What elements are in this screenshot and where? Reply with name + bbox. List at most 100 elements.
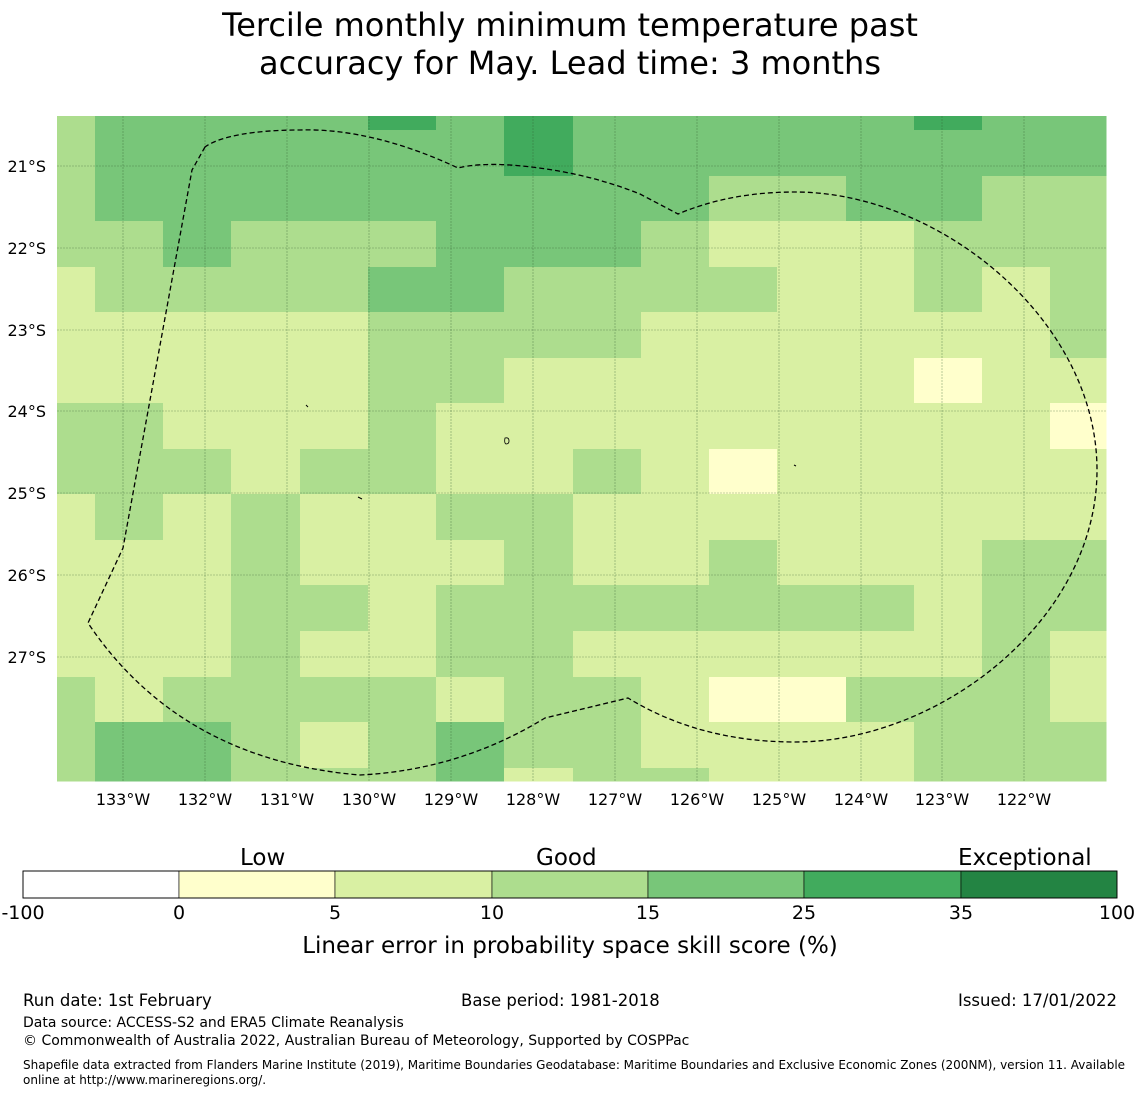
heatmap-cell <box>300 176 369 222</box>
heatmap-cell <box>231 768 301 782</box>
colorbar-tick: 100 <box>1098 902 1136 924</box>
heatmap-cell <box>95 768 164 782</box>
longitude-labels: 133°W 132°W 131°W 130°W 129°W 128°W 127°W 126°W… <box>96 790 1052 809</box>
heatmap-cell <box>300 722 369 769</box>
heatmap-cell <box>504 768 574 782</box>
heatmap-cell <box>777 130 847 177</box>
heatmap-cell <box>914 631 983 678</box>
heatmap-cell <box>573 403 642 450</box>
title-line-1: Tercile monthly minimum temperature past <box>222 6 918 44</box>
latitude-label: 23°S <box>7 321 46 340</box>
heatmap-cell <box>709 130 778 177</box>
island-mark <box>504 437 510 445</box>
heatmap-cell <box>95 585 164 632</box>
heatmap-cell <box>163 116 232 131</box>
heatmap-cell <box>1050 312 1107 359</box>
latitude-labels: 21°S 22°S 23°S 24°S 25°S 26°S 27°S <box>7 157 46 667</box>
heatmap-cell <box>504 631 574 678</box>
heatmap-cell <box>641 631 710 678</box>
longitude-label: 131°W <box>260 790 315 809</box>
map-title: Tercile monthly minimum temperature past… <box>0 6 1140 82</box>
heatmap-cell <box>504 449 574 495</box>
heatmap-cell <box>504 494 574 541</box>
heatmap-cell <box>641 358 710 404</box>
heatmap-cell <box>1050 403 1107 450</box>
colorbar-segment <box>803 870 962 899</box>
heatmap-cell <box>914 585 983 632</box>
heatmap-cell <box>846 130 915 177</box>
heatmap-cell <box>368 116 437 131</box>
heatmap-cell <box>504 267 574 313</box>
heatmap-cell <box>436 768 505 782</box>
heatmap-cell <box>846 494 915 541</box>
heatmap-cell <box>914 449 983 495</box>
heatmap-cell <box>231 677 301 723</box>
heatmap-cell <box>709 722 778 769</box>
heatmap-cell <box>573 449 642 495</box>
run-date: Run date: 1st February <box>23 991 212 1010</box>
heatmap-cell <box>163 221 232 268</box>
heatmap-cell <box>368 585 437 632</box>
heatmap-cell <box>846 116 915 131</box>
heatmap-cell <box>914 116 983 131</box>
heatmap-cell <box>57 358 96 404</box>
colorbar-segment <box>22 870 180 899</box>
colorbar-frame <box>22 870 1118 899</box>
heatmap-cell <box>57 631 96 678</box>
latitude-label: 26°S <box>7 566 46 585</box>
heatmap-cell <box>163 631 232 678</box>
heatmap-cell <box>914 221 983 268</box>
issued-date: Issued: 17/01/2022 <box>957 991 1117 1010</box>
colorbar-label-exceptional: Exceptional <box>958 845 1092 871</box>
heatmap-cell <box>641 585 710 632</box>
longitude-label: 125°W <box>752 790 807 809</box>
heatmap-cell <box>709 176 778 222</box>
heatmap-cell <box>95 116 164 131</box>
heatmap-cell <box>436 358 505 404</box>
heatmap-cell <box>777 677 847 723</box>
heatmap-cell <box>436 631 505 678</box>
heatmap-cell <box>57 768 96 782</box>
heatmap-cell <box>57 116 96 131</box>
heatmap-cell <box>709 677 778 723</box>
heatmap-cell <box>777 768 847 782</box>
colorbar-label-low: Low <box>240 845 286 871</box>
heatmap-cell <box>436 267 505 313</box>
heatmap-cell <box>573 722 642 769</box>
heatmap-cell <box>231 722 301 769</box>
heatmap-cell <box>641 677 710 723</box>
heatmap-cell <box>573 267 642 313</box>
heatmap-cell <box>163 267 232 313</box>
heatmap-cell <box>777 116 847 131</box>
heatmap-cell <box>504 677 574 723</box>
heatmap-cell <box>300 631 369 678</box>
heatmap-cell <box>573 494 642 541</box>
heatmap-cell <box>573 116 642 131</box>
longitude-label: 129°W <box>424 790 479 809</box>
heatmap-cell <box>300 130 369 177</box>
latitude-label: 25°S <box>7 484 46 503</box>
heatmap-cell <box>368 449 437 495</box>
heatmap-cell <box>982 494 1051 541</box>
graticule <box>57 116 1106 781</box>
longitude-label: 124°W <box>834 790 889 809</box>
heatmap-cell <box>231 449 301 495</box>
eez-boundary <box>87 129 1098 776</box>
heatmap-cell <box>914 176 983 222</box>
heatmap-cell <box>436 449 505 495</box>
longitude-label: 126°W <box>670 790 725 809</box>
heatmap-cell <box>914 768 983 782</box>
heatmap-cell <box>1050 722 1107 769</box>
heatmap-cell <box>95 312 164 359</box>
heatmap-cell <box>641 116 710 131</box>
heatmap-cell <box>436 116 505 131</box>
heatmap-cell <box>1050 585 1107 632</box>
heatmap-cell <box>436 722 505 769</box>
heatmap-cell <box>846 722 915 769</box>
heatmap-cell <box>914 722 983 769</box>
heatmap-cell <box>300 494 369 541</box>
heatmap-cell <box>846 221 915 268</box>
longitude-label: 133°W <box>96 790 151 809</box>
colorbar-segment <box>647 870 805 899</box>
